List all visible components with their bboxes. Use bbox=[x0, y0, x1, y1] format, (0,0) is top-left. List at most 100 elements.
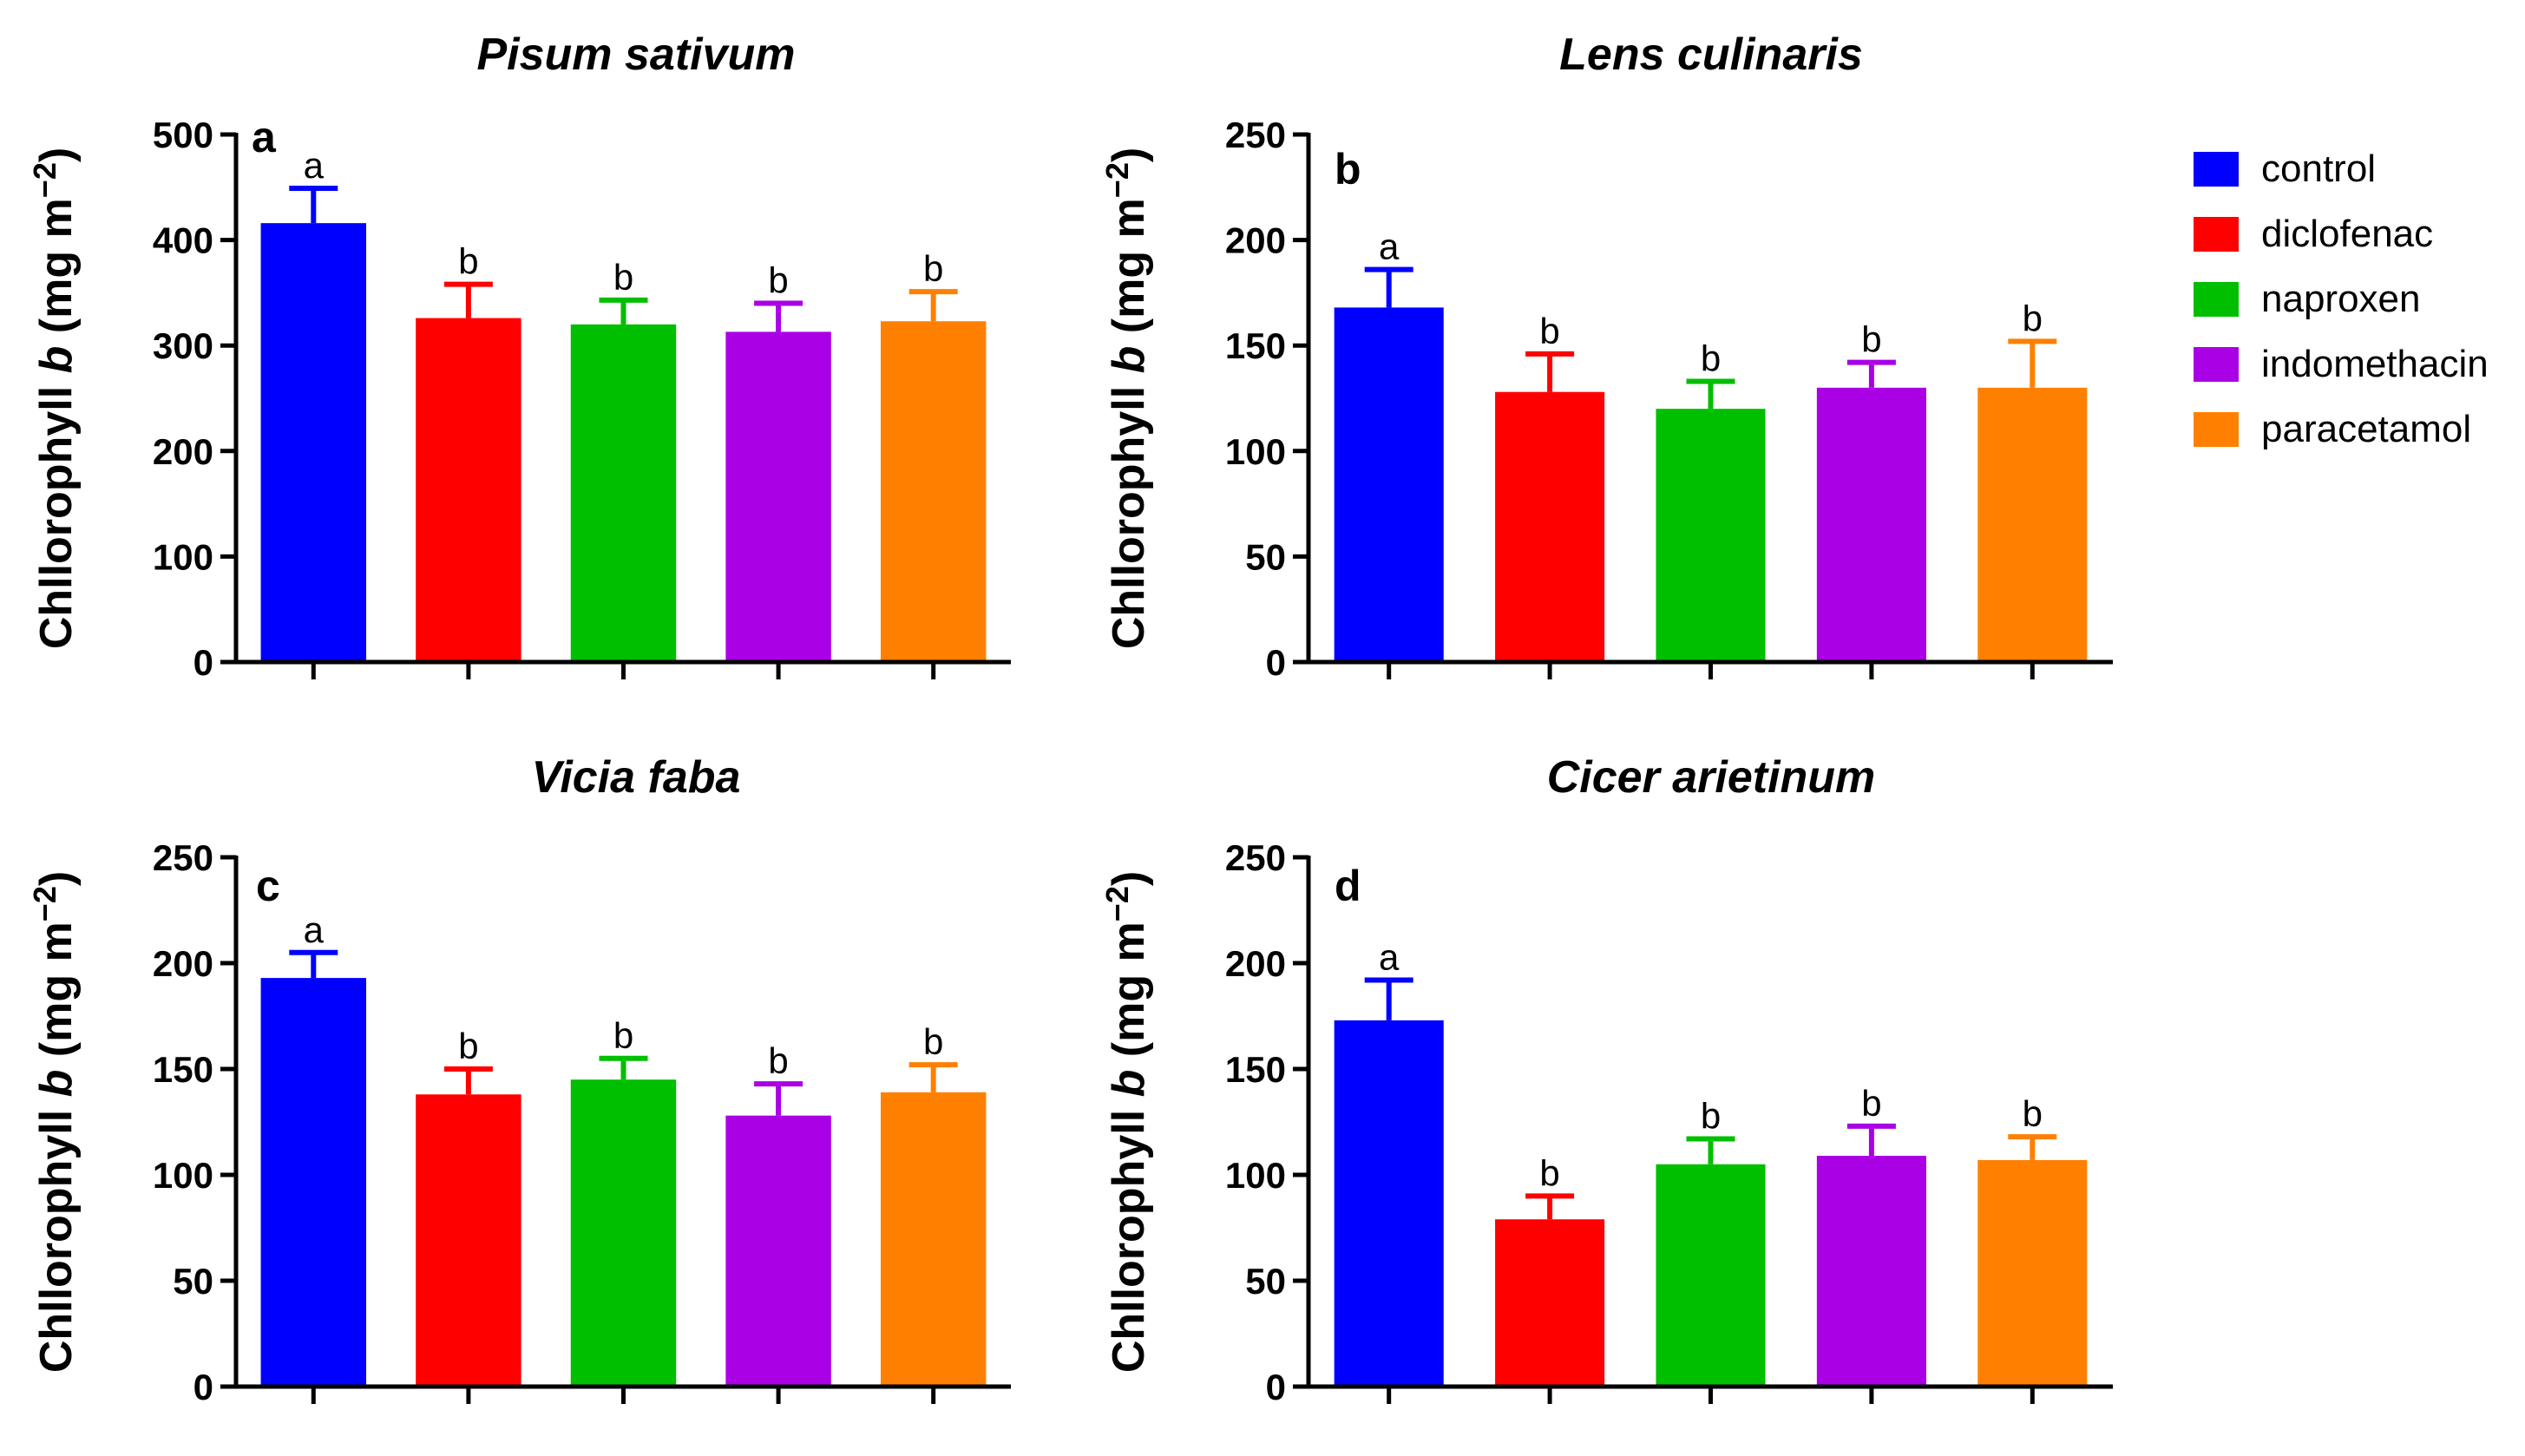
legend-swatch-naproxen bbox=[2194, 282, 2239, 317]
y-axis-label-close: ) bbox=[31, 871, 82, 886]
y-axis-label-prefix: Chllorophyll bbox=[31, 373, 82, 649]
legend-swatch-control bbox=[2194, 152, 2239, 187]
y-axis-label-superscript: −2 bbox=[27, 162, 62, 198]
y-axis-label-italic: b bbox=[1104, 346, 1154, 374]
y-axis-label-unit: (mg m bbox=[31, 198, 82, 345]
significance-label: b bbox=[2023, 298, 2043, 338]
chart-panel-d: Cicer arietinum Chllorophyll b (mg m−2) a b… bbox=[1099, 752, 2113, 1407]
bar-diclofenac bbox=[416, 318, 521, 662]
y-tick-label: 250 bbox=[1225, 837, 1286, 878]
legend-swatch-indomethacin bbox=[2194, 347, 2239, 382]
legend-label-paracetamol: paracetamol bbox=[2261, 408, 2471, 450]
y-axis-label-close: ) bbox=[1104, 148, 1154, 162]
panel-title: Pisum sativum bbox=[476, 30, 795, 80]
y-tick-label: 200 bbox=[1225, 943, 1286, 984]
bar-paracetamol bbox=[880, 1092, 987, 1387]
significance-label: b bbox=[1539, 311, 1559, 351]
y-axis-label-superscript: −2 bbox=[1099, 886, 1135, 921]
significance-label: b bbox=[923, 1021, 943, 1062]
significance-label: b bbox=[1701, 338, 1721, 379]
bar-control bbox=[260, 223, 367, 662]
significance-label: b bbox=[1539, 1152, 1559, 1193]
significance-label: b bbox=[923, 248, 943, 289]
y-tick-label: 250 bbox=[153, 837, 213, 878]
significance-label: b bbox=[458, 241, 478, 282]
panel-letter: c bbox=[256, 862, 280, 910]
panel-letter: a bbox=[252, 113, 277, 161]
bar-indomethacin bbox=[1816, 387, 1926, 662]
y-tick-label: 50 bbox=[1245, 536, 1286, 577]
y-axis-label-italic: b bbox=[1104, 1070, 1154, 1098]
bar-indomethacin bbox=[725, 331, 831, 662]
panel-title: Cicer arietinum bbox=[1547, 752, 1876, 803]
legend-swatch-diclofenac bbox=[2194, 217, 2239, 252]
y-tick-label: 50 bbox=[1245, 1261, 1286, 1302]
y-axis-label: Chllorophyll b (mg m−2) bbox=[1099, 148, 1154, 649]
panel-letter: b bbox=[1335, 145, 1361, 193]
significance-label: b bbox=[1861, 1083, 1881, 1124]
legend-label-naproxen: naproxen bbox=[2261, 278, 2420, 320]
y-axis-label-prefix: Chllorophyll bbox=[31, 1097, 82, 1373]
y-tick-label: 100 bbox=[153, 536, 213, 577]
y-tick-label: 0 bbox=[1266, 1367, 1286, 1407]
bar-indomethacin bbox=[725, 1115, 831, 1387]
y-axis-label-unit: (mg m bbox=[31, 921, 82, 1069]
significance-label: b bbox=[1701, 1096, 1721, 1137]
panel-title: Vicia faba bbox=[532, 752, 741, 803]
y-axis-label: Chllorophyll b (mg m−2) bbox=[1099, 871, 1154, 1373]
bar-paracetamol bbox=[880, 321, 987, 662]
y-axis-label-italic: b bbox=[31, 346, 82, 374]
y-axis-label-italic: b bbox=[31, 1070, 82, 1098]
y-tick-label: 150 bbox=[153, 1049, 213, 1090]
legend: control diclofenac naproxen indomethacin par… bbox=[2194, 148, 2489, 450]
bar-diclofenac bbox=[1495, 391, 1605, 662]
y-axis-label-unit: (mg m bbox=[1104, 198, 1154, 345]
bar-paracetamol bbox=[1977, 387, 2088, 662]
y-tick-label: 300 bbox=[153, 325, 213, 366]
bar-control bbox=[1334, 307, 1444, 662]
significance-label: a bbox=[1379, 937, 1400, 978]
y-axis-label: Chllorophyll b (mg m−2) bbox=[27, 148, 82, 649]
y-tick-label: 100 bbox=[1225, 431, 1286, 472]
legend-label-diclofenac: diclofenac bbox=[2261, 213, 2433, 255]
legend-swatch-paracetamol bbox=[2194, 412, 2239, 447]
y-tick-label: 200 bbox=[153, 431, 213, 472]
significance-label: a bbox=[304, 145, 325, 186]
bar-naproxen bbox=[1656, 1164, 1766, 1387]
y-tick-label: 0 bbox=[193, 1367, 213, 1407]
legend-label-control: control bbox=[2261, 148, 2376, 190]
significance-label: b bbox=[613, 257, 633, 298]
bar-paracetamol bbox=[1977, 1159, 2088, 1387]
legend-label-indomethacin: indomethacin bbox=[2261, 343, 2489, 385]
significance-label: b bbox=[613, 1015, 633, 1056]
significance-label: a bbox=[304, 909, 325, 950]
y-tick-label: 200 bbox=[153, 943, 213, 984]
chart-panel-c: Vicia faba Chllorophyll b (mg m−2) a b b b b 0 5… bbox=[27, 752, 1011, 1407]
significance-label: b bbox=[458, 1026, 478, 1066]
bar-indomethacin bbox=[1816, 1156, 1926, 1387]
bar-diclofenac bbox=[416, 1094, 521, 1387]
y-axis-label-close: ) bbox=[1104, 871, 1154, 886]
y-tick-label: 150 bbox=[1225, 325, 1286, 366]
significance-label: b bbox=[1861, 319, 1881, 360]
y-tick-label: 250 bbox=[1225, 115, 1286, 155]
y-axis-label: Chllorophyll b (mg m−2) bbox=[27, 871, 82, 1373]
y-tick-label: 50 bbox=[173, 1261, 213, 1302]
y-tick-label: 200 bbox=[1225, 220, 1286, 261]
y-axis-label-close: ) bbox=[31, 148, 82, 162]
y-tick-label: 0 bbox=[193, 642, 213, 683]
y-tick-label: 100 bbox=[1225, 1155, 1286, 1196]
panel-title: Lens culinaris bbox=[1559, 30, 1863, 80]
panel-letter: d bbox=[1335, 862, 1361, 910]
y-axis-label-superscript: −2 bbox=[27, 886, 62, 921]
y-axis-label-superscript: −2 bbox=[1099, 162, 1135, 198]
bar-control bbox=[260, 978, 367, 1387]
y-tick-label: 400 bbox=[153, 220, 213, 261]
significance-label: a bbox=[1379, 226, 1400, 267]
bar-control bbox=[1334, 1020, 1444, 1387]
bar-naproxen bbox=[570, 324, 677, 662]
y-tick-label: 100 bbox=[153, 1155, 213, 1196]
